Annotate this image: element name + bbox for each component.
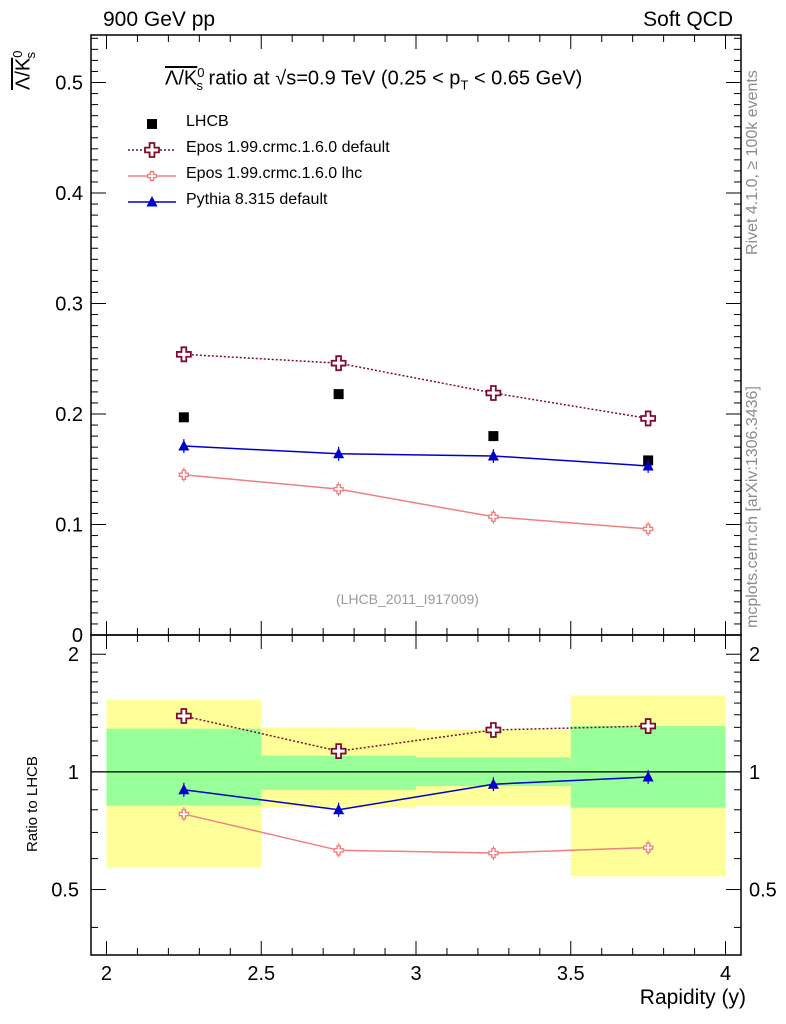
main-point-epos-lhc-1 [178, 469, 190, 480]
main-line-pythia [183, 445, 649, 467]
ratio-y-tick-label-left-1: 0.5 [51, 880, 79, 902]
main-y-tick-label-5: 0.4 [55, 183, 83, 205]
main-y-tick-label-3: 0.2 [55, 404, 83, 426]
legend-marker-epos-lhc [146, 170, 158, 182]
ratio-point-pythia-3 [487, 778, 499, 789]
main-point-data-1 [178, 412, 189, 423]
ratio-point-epos-default-3 [485, 722, 502, 738]
title-lambda: Λ/K [165, 67, 198, 90]
legend-label-data: LHCB [186, 113, 229, 130]
main-point-epos-default-1 [175, 346, 192, 363]
ylabel-lambda: Λ/K [12, 57, 35, 90]
ylabel-sub: s [22, 52, 38, 59]
title-sup: 0 [197, 65, 205, 80]
main-point-epos-default-2 [330, 355, 347, 372]
ratio-point-pythia-4 [642, 771, 654, 782]
main-point-pythia-1 [178, 440, 190, 451]
main-point-data-3 [488, 431, 499, 442]
main-point-pythia-3 [487, 449, 499, 461]
ratio-band-inner-4 [570, 726, 726, 808]
axes-group: 2 2.5 3 3.5 4 0 0.1 0.2 0.3 0.4 0.5 0.5 0.5 1 1 2 2 [51, 34, 777, 985]
main-point-epos-lhc-3 [488, 511, 499, 522]
ratio-series-group [175, 708, 657, 861]
title-rest: ratio at √s=0.9 TeV (0.25 < p [203, 67, 461, 90]
x-axis-label: Rapidity (y) [639, 986, 746, 1009]
x-tick-label-3: 3 [410, 963, 421, 985]
ratio-point-epos-default-2 [330, 743, 347, 760]
ratio-line-epos-lhc [183, 813, 649, 854]
main-point-epos-default-3 [485, 385, 502, 401]
x-tick-label-4: 3.5 [557, 963, 585, 985]
ratio-line-epos-default [183, 715, 649, 752]
mcplots-label: mcplots.cern.ch [arXiv:1306.3436] [744, 386, 761, 628]
rivet-label: Rivet 4.1.0, ≥ 100k events [744, 70, 761, 255]
legend-marker-pythia [146, 196, 158, 207]
ratio-point-epos-lhc-1 [178, 808, 190, 820]
main-y-tick-label-1: 0 [72, 625, 83, 647]
main-y-tick-label-2: 0.1 [55, 515, 83, 537]
y-axis-label: Λ/K0s [10, 51, 38, 91]
main-y-tick-label-6: 0.5 [55, 73, 83, 95]
main-point-epos-lhc-2 [333, 483, 344, 495]
legend-label-epos-lhc: Epos 1.99.crmc.1.6.0 lhc [186, 165, 363, 182]
title-sub: s [196, 77, 204, 93]
ratio-point-pythia-2 [333, 803, 345, 815]
ratio-point-pythia-1 [178, 783, 190, 795]
legend [128, 119, 176, 207]
ratio-y-axis-label: Ratio to LHCB [24, 756, 41, 852]
ratio-y-tick-label-right-1: 0.5 [749, 880, 777, 902]
legend-marker-data [147, 119, 157, 129]
ratio-point-epos-lhc-3 [488, 847, 499, 859]
main-point-pythia-4 [642, 459, 654, 471]
legend-marker-epos-default [144, 142, 160, 158]
ratio-point-epos-lhc-2 [333, 845, 344, 856]
plot-title: Λ/K0s ratio at √s=0.9 TeV (0.25 < pT < 0… [165, 65, 582, 93]
main-line-epos-lhc [183, 474, 649, 530]
title-end: < 0.65 GeV) [468, 67, 583, 90]
legend-label-epos-default: Epos 1.99.crmc.1.6.0 default [186, 139, 390, 156]
ratio-y-tick-label-left-3: 2 [68, 644, 79, 666]
x-tick-label-5: 4 [720, 963, 731, 985]
legend-label-pythia: Pythia 8.315 default [186, 191, 328, 208]
x-tick-label-1: 2 [101, 963, 112, 985]
ratio-point-epos-default-1 [175, 708, 192, 724]
main-y-tick-label-4: 0.3 [55, 294, 83, 316]
title-pt-sub: T [460, 77, 469, 93]
ratio-point-epos-lhc-4 [642, 842, 654, 853]
ratio-band-inner-2 [261, 755, 416, 790]
main-series-group [175, 346, 657, 536]
analysis-tag: (LHCB_2011_I917009) [336, 591, 479, 607]
main-point-epos-lhc-4 [642, 523, 654, 535]
x-tick-label-2: 2.5 [247, 963, 275, 985]
ratio-point-epos-default-4 [640, 718, 657, 734]
ratio-y-tick-label-left-2: 1 [68, 762, 79, 784]
ratio-y-tick-label-right-3: 2 [749, 644, 760, 666]
main-point-pythia-2 [333, 447, 345, 459]
header-right: Soft QCD [643, 8, 733, 31]
header-left: 900 GeV pp [103, 8, 216, 31]
ratio-y-tick-label-right-2: 1 [749, 762, 760, 784]
main-point-data-2 [333, 389, 344, 400]
main-point-epos-default-4 [640, 410, 657, 427]
main-line-epos-default [183, 353, 649, 420]
ratio-line-pythia [183, 776, 649, 811]
